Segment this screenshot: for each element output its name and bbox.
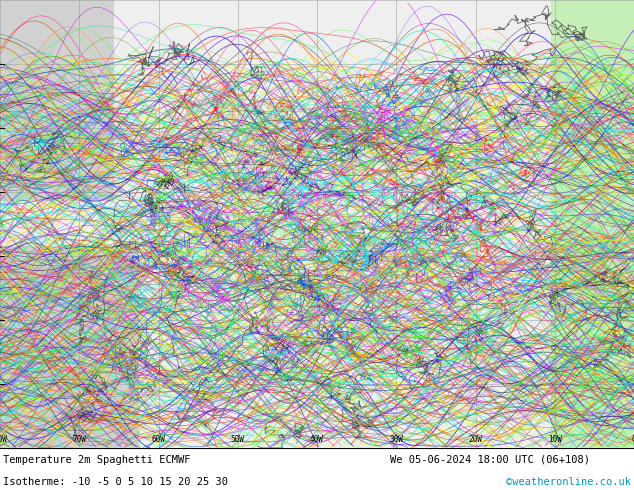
Text: 60W: 60W — [152, 435, 165, 444]
Text: 40W: 40W — [310, 435, 324, 444]
Text: We 05-06-2024 18:00 UTC (06+108): We 05-06-2024 18:00 UTC (06+108) — [390, 455, 590, 465]
Text: 0: 0 — [631, 435, 634, 444]
Text: ©weatheronline.co.uk: ©weatheronline.co.uk — [506, 477, 631, 488]
Text: 70W: 70W — [72, 435, 86, 444]
Text: 80W: 80W — [0, 435, 7, 444]
Text: 50W: 50W — [231, 435, 245, 444]
Text: Isotherme: -10 -5 0 5 10 15 20 25 30: Isotherme: -10 -5 0 5 10 15 20 25 30 — [3, 477, 228, 488]
Text: 10W: 10W — [548, 435, 562, 444]
Text: 20W: 20W — [469, 435, 482, 444]
Text: 30W: 30W — [389, 435, 403, 444]
Text: Temperature 2m Spaghetti ECMWF: Temperature 2m Spaghetti ECMWF — [3, 455, 191, 465]
